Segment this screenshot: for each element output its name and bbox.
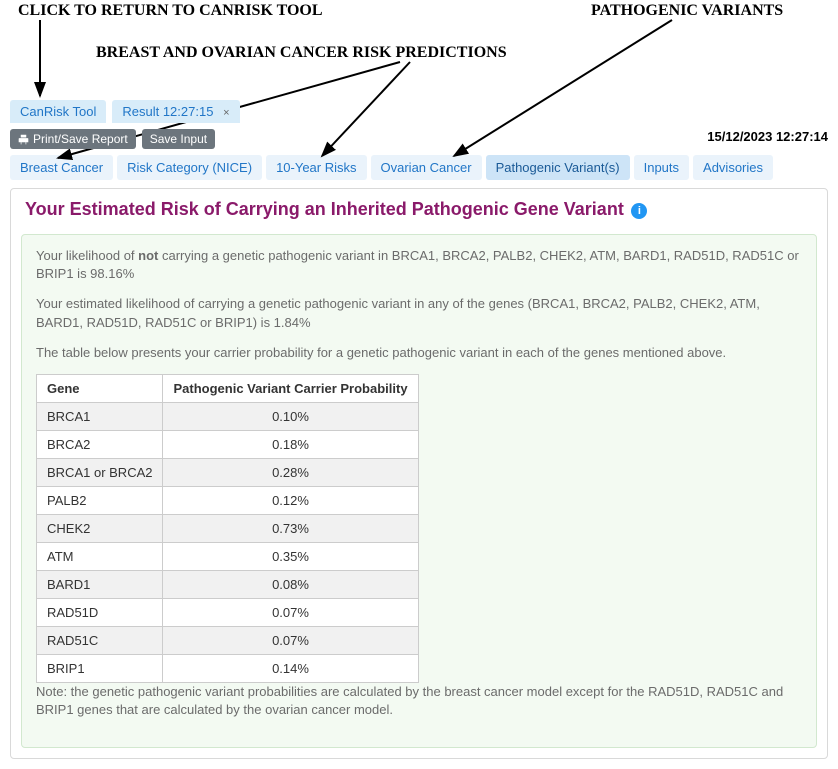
cell-gene: BRCA1 or BRCA2	[37, 458, 163, 486]
save-input-button[interactable]: Save Input	[142, 129, 215, 149]
table-row: BRCA1 or BRCA20.28%	[37, 458, 419, 486]
toolbar: Print/Save Report Save Input 15/12/2023 …	[0, 123, 838, 149]
cell-probability: 0.08%	[163, 570, 418, 598]
table-row: PALB20.12%	[37, 486, 419, 514]
table-row: ATM0.35%	[37, 542, 419, 570]
info-icon[interactable]: i	[631, 203, 647, 219]
table-row: BRCA20.18%	[37, 430, 419, 458]
cell-gene: PALB2	[37, 486, 163, 514]
content-body: Your likelihood of not carrying a geneti…	[21, 234, 817, 748]
cell-gene: BRCA2	[37, 430, 163, 458]
cell-probability: 0.07%	[163, 598, 418, 626]
cell-probability: 0.35%	[163, 542, 418, 570]
close-icon[interactable]: ×	[223, 107, 229, 119]
table-row: RAD51C0.07%	[37, 626, 419, 654]
cell-probability: 0.18%	[163, 430, 418, 458]
cell-probability: 0.73%	[163, 514, 418, 542]
cell-probability: 0.28%	[163, 458, 418, 486]
cell-probability: 0.12%	[163, 486, 418, 514]
panel-title: Your Estimated Risk of Carrying an Inher…	[25, 199, 624, 219]
print-save-report-button[interactable]: Print/Save Report	[10, 129, 136, 149]
table-row: CHEK20.73%	[37, 514, 419, 542]
page-timestamp: 15/12/2023 12:27:14	[707, 129, 828, 144]
cell-gene: BRCA1	[37, 402, 163, 430]
print-icon	[18, 134, 29, 145]
print-label: Print/Save Report	[33, 132, 128, 146]
cell-gene: BARD1	[37, 570, 163, 598]
tab-result[interactable]: Result 12:27:15 ×	[112, 100, 239, 123]
footnote: Note: the genetic pathogenic variant pro…	[36, 683, 802, 719]
cell-gene: RAD51C	[37, 626, 163, 654]
cell-gene: ATM	[37, 542, 163, 570]
p1a: Your likelihood of	[36, 248, 138, 263]
probability-table: Gene Pathogenic Variant Carrier Probabil…	[36, 374, 419, 683]
content-panel: Your Estimated Risk of Carrying an Inher…	[10, 188, 828, 759]
table-row: BARD10.08%	[37, 570, 419, 598]
table-header-row: Gene Pathogenic Variant Carrier Probabil…	[37, 374, 419, 402]
cell-probability: 0.10%	[163, 402, 418, 430]
p1b: not	[138, 248, 158, 263]
col-gene: Gene	[37, 374, 163, 402]
paragraph-table-intro: The table below presents your carrier pr…	[36, 344, 802, 362]
paragraph-carrying: Your estimated likelihood of carrying a …	[36, 295, 802, 331]
table-row: BRCA10.10%	[37, 402, 419, 430]
tab-result-label: Result 12:27:15	[122, 104, 213, 119]
cell-gene: CHEK2	[37, 514, 163, 542]
col-probability: Pathogenic Variant Carrier Probability	[163, 374, 418, 402]
table-row: RAD51D0.07%	[37, 598, 419, 626]
paragraph-not-carrying: Your likelihood of not carrying a geneti…	[36, 247, 802, 283]
cell-gene: RAD51D	[37, 598, 163, 626]
tab-canrisk-tool[interactable]: CanRisk Tool	[10, 100, 106, 123]
cell-probability: 0.07%	[163, 626, 418, 654]
